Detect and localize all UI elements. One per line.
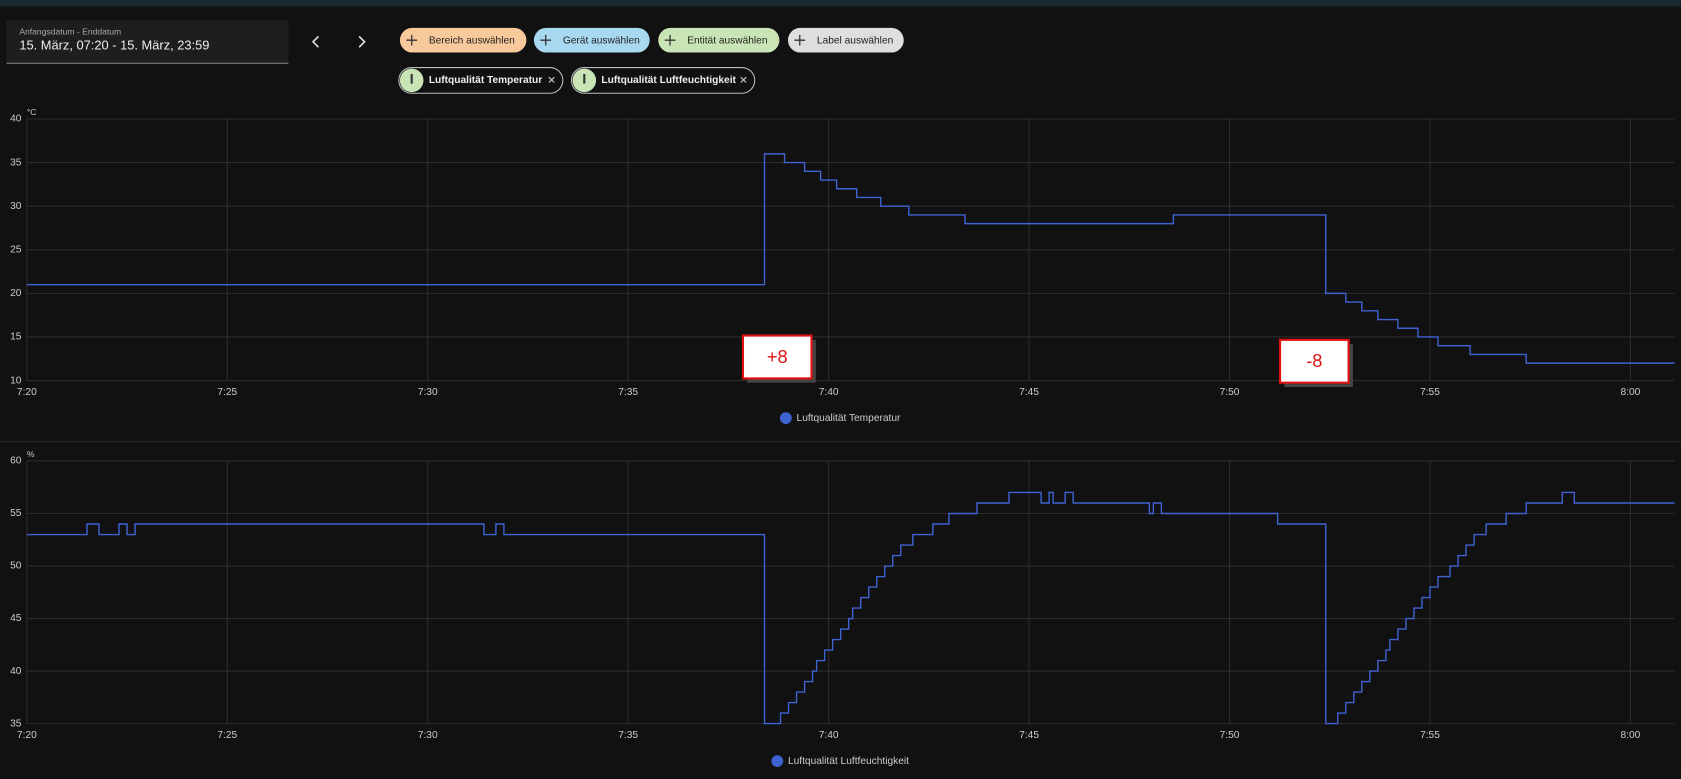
plus-icon [540, 34, 552, 46]
y-tick-label: 40 [10, 114, 22, 125]
y-unit: % [27, 449, 35, 459]
x-tick-label: 7:45 [1019, 730, 1039, 741]
x-tick-label: 7:40 [819, 387, 839, 398]
filter-chip[interactable] [658, 27, 780, 53]
legend-marker[interactable] [779, 412, 792, 424]
selected-chip[interactable] [570, 67, 756, 94]
date-picker[interactable]: Anfangsdatum - Enddatum 15. März, 07:20 … [6, 20, 289, 64]
prev-button[interactable] [311, 35, 320, 48]
y-tick-label: 35 [10, 718, 22, 729]
x-tick-label: 7:30 [418, 730, 438, 741]
filter-chip[interactable] [533, 27, 650, 53]
next-button[interactable] [358, 35, 366, 48]
x-tick-label: 7:40 [819, 730, 839, 741]
y-tick-label: 25 [10, 244, 22, 255]
x-tick-label: 7:35 [618, 730, 638, 741]
y-tick-label: 10 [10, 375, 22, 386]
plus-icon [406, 34, 418, 46]
y-tick-label: 20 [10, 288, 22, 299]
x-tick-label: 8:00 [1621, 387, 1641, 398]
y-tick-label: 15 [10, 332, 22, 343]
filter-chip[interactable] [787, 27, 904, 53]
y-tick-label: 35 [10, 157, 22, 168]
x-tick-label: 7:25 [217, 387, 237, 398]
date-label: Anfangsdatum - Enddatum [19, 26, 121, 36]
legend-label[interactable]: Luftqualität Luftfeuchtigkeit [788, 756, 909, 767]
x-tick-label: 7:55 [1420, 387, 1440, 398]
x-tick-label: 7:20 [17, 387, 37, 398]
y-tick-label: 55 [10, 508, 22, 519]
series-line [26, 491, 1675, 725]
top-bar [0, 0, 1681, 7]
chip-label: Entität auswählen [687, 35, 767, 46]
series-line [26, 153, 1675, 364]
x-tick-label: 7:35 [618, 387, 638, 398]
annotation-box [741, 334, 813, 380]
annotation-box [1278, 338, 1350, 384]
y-tick-label: 30 [10, 201, 22, 212]
remove-icon[interactable] [740, 76, 747, 83]
x-tick-label: 7:30 [418, 387, 438, 398]
x-tick-label: 7:50 [1220, 387, 1240, 398]
x-tick-label: 7:25 [217, 730, 237, 741]
y-tick-label: 45 [10, 613, 22, 624]
legend-marker[interactable] [771, 755, 784, 768]
chip-label: Luftqualität Luftfeuchtigkeit [601, 75, 736, 86]
y-tick-label: 40 [10, 666, 22, 677]
x-tick-label: 7:55 [1420, 730, 1440, 741]
chip-label: Luftqualität Temperatur [429, 75, 542, 86]
y-tick-label: 50 [10, 561, 22, 572]
x-tick-label: 7:20 [17, 730, 37, 741]
date-field[interactable] [6, 20, 289, 64]
date-value: 15. März, 07:20 - 15. März, 23:59 [19, 37, 209, 52]
x-tick-label: 8:00 [1621, 730, 1641, 741]
annotation: -8 [1306, 351, 1322, 371]
chip-label: Gerät auswählen [563, 35, 640, 46]
selected-chip[interactable] [398, 67, 564, 94]
remove-icon[interactable] [548, 76, 555, 83]
y-tick-label: 60 [10, 456, 22, 467]
y-unit: °C [27, 107, 37, 117]
chip-label: Label auswählen [817, 35, 893, 46]
x-tick-label: 7:50 [1220, 730, 1240, 741]
chip-label: Bereich auswählen [429, 35, 515, 46]
legend-label[interactable]: Luftqualität Temperatur [797, 413, 901, 424]
annotation: +8 [767, 347, 788, 367]
x-tick-label: 7:45 [1019, 387, 1039, 398]
plus-icon [794, 34, 806, 46]
plus-icon [664, 34, 676, 46]
filter-chip[interactable] [399, 27, 527, 53]
